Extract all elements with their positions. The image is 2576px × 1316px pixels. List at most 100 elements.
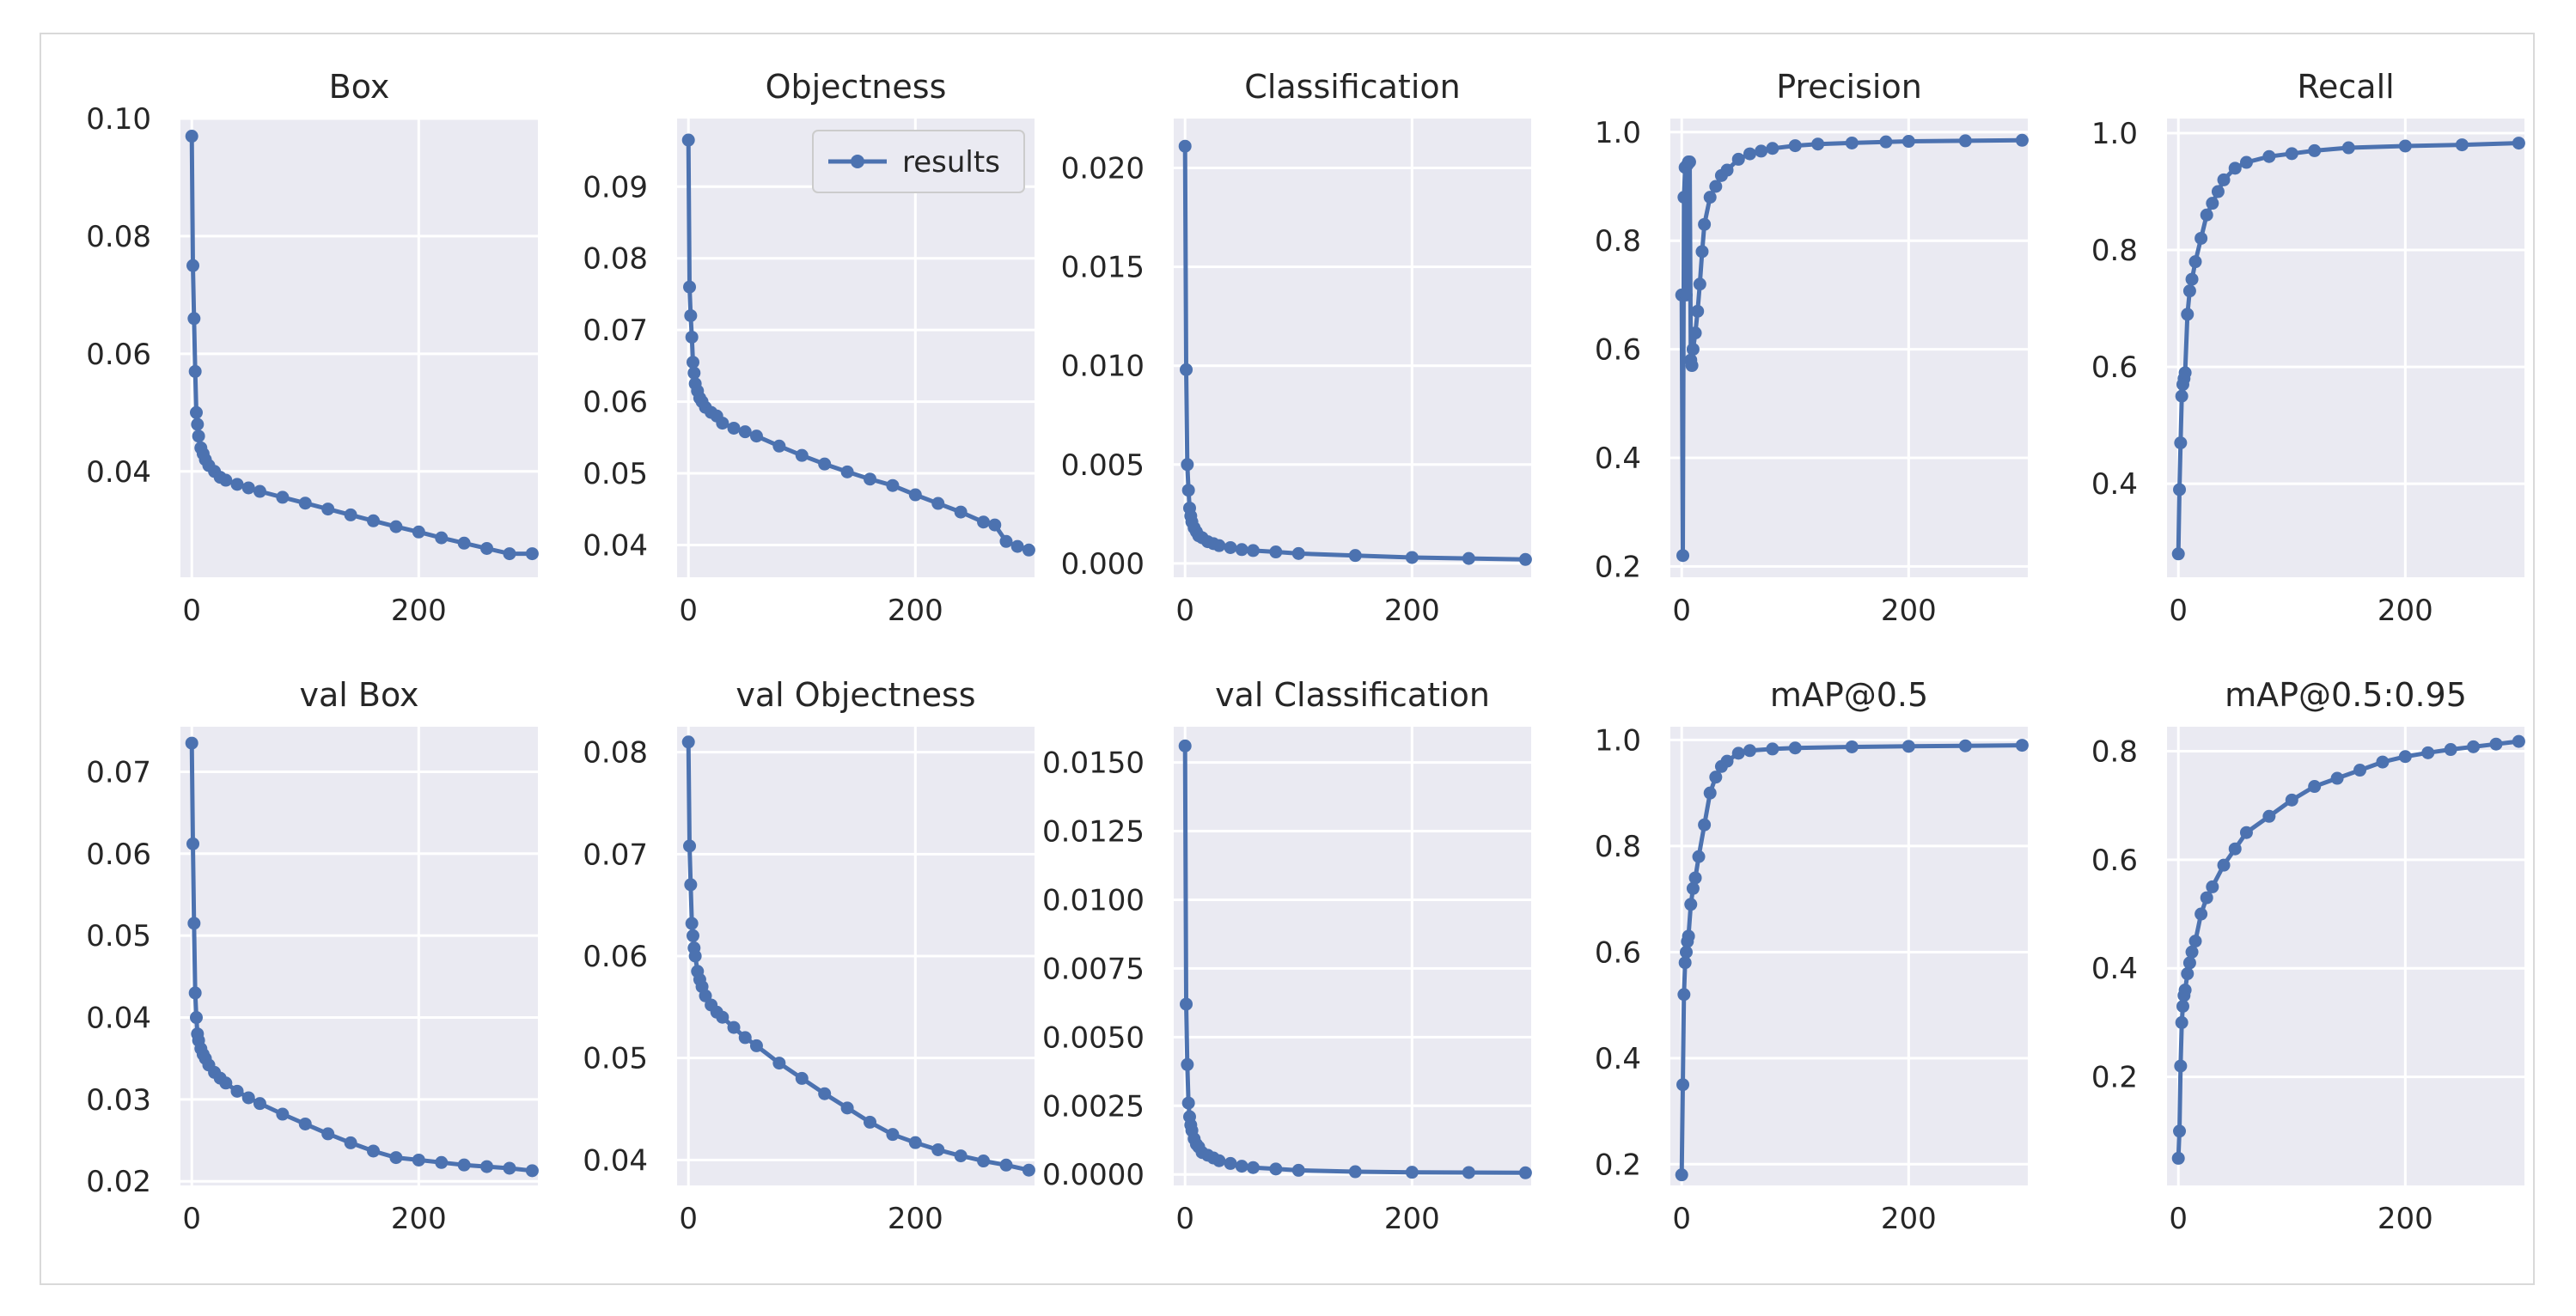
y-tick-label: 0.04 [86, 455, 151, 490]
data-point [977, 515, 991, 529]
chart-title: val Box [299, 676, 418, 714]
x-tick-label: 200 [1881, 594, 1937, 628]
y-tick-label: 0.09 [583, 170, 648, 204]
data-point [1348, 549, 1362, 563]
data-point [1845, 136, 1859, 149]
x-tick-label: 0 [1672, 1202, 1691, 1236]
data-point [298, 1117, 312, 1130]
y-tick-label: 0.6 [2091, 350, 2138, 385]
data-point [187, 917, 201, 930]
data-point [1688, 871, 1702, 885]
data-point [840, 1101, 854, 1115]
data-point [2262, 809, 2276, 823]
data-point [219, 473, 233, 487]
data-point [276, 490, 290, 504]
y-tick-label: 0.07 [583, 314, 648, 348]
data-point [1720, 163, 1734, 177]
data-point [686, 356, 699, 369]
data-point [525, 1164, 539, 1178]
plot-area [1670, 727, 2028, 1185]
data-point [1181, 484, 1195, 497]
data-point [749, 1039, 763, 1052]
x-tick-label: 200 [888, 594, 943, 628]
plot-area [180, 727, 538, 1185]
data-point [344, 508, 357, 521]
y-tick-label: 0.0025 [1042, 1089, 1145, 1124]
data-point [818, 457, 832, 471]
data-point [186, 259, 200, 272]
chart-title: Objectness [766, 68, 947, 106]
data-point [727, 1021, 741, 1034]
data-point [1181, 1057, 1194, 1071]
data-point [2228, 842, 2242, 856]
data-point [1181, 1096, 1195, 1110]
data-point [241, 481, 255, 495]
data-point [1686, 881, 1700, 895]
data-point [503, 547, 516, 561]
data-point [188, 364, 202, 378]
panel-val-box: 0 200 0.02 0.03 0.04 0.05 0.06 0.07 val Box [86, 676, 539, 1236]
data-point [1246, 1161, 1260, 1174]
data-point [412, 1153, 425, 1167]
data-point [738, 425, 752, 439]
data-point [187, 312, 201, 326]
data-point [2171, 547, 2185, 561]
data-point [276, 1107, 290, 1121]
data-point [189, 1011, 203, 1025]
data-point [185, 736, 198, 750]
data-point [1691, 304, 1705, 318]
data-point [749, 430, 763, 443]
data-point [772, 439, 786, 453]
data-point [321, 1127, 335, 1141]
data-point [389, 1151, 403, 1165]
data-point [683, 280, 697, 294]
y-tick-label: 0.06 [583, 940, 648, 974]
data-point [435, 531, 449, 545]
data-point [716, 417, 729, 430]
data-point [2185, 945, 2199, 959]
data-point [1958, 739, 1972, 752]
y-tick-label: 0.005 [1061, 448, 1145, 483]
data-point [1709, 771, 1723, 784]
y-tick-label: 0.08 [583, 242, 648, 277]
y-tick-label: 0.8 [2091, 734, 2138, 769]
panel-map-0-5-0-95: 0 200 0.2 0.4 0.6 0.8 mAP@0.5:0.95 [2091, 676, 2525, 1236]
data-point [2188, 935, 2202, 948]
data-point [1022, 543, 1035, 557]
y-tick-label: 0.4 [1595, 442, 1641, 476]
data-point [1291, 546, 1305, 560]
data-point [2176, 999, 2189, 1013]
data-point [1901, 740, 1915, 753]
data-point [1181, 458, 1194, 472]
data-point [230, 478, 244, 491]
data-point [1246, 544, 1260, 557]
data-point [1845, 740, 1859, 753]
data-point [1224, 1156, 1237, 1170]
data-point [189, 405, 203, 419]
data-point [818, 1087, 832, 1100]
data-point [2206, 197, 2219, 210]
data-point [2178, 366, 2192, 380]
data-point [1766, 142, 1779, 155]
data-point [1720, 754, 1734, 768]
plot-area [1174, 119, 1531, 577]
panel-val-classification: 0 200 0.0000 0.0025 0.0050 0.0075 0.0100 0.0125… [1042, 676, 1532, 1236]
plot-area [2167, 119, 2524, 577]
data-point [2181, 308, 2194, 321]
x-tick-label: 200 [1384, 1202, 1440, 1236]
x-tick-label: 0 [2169, 594, 2188, 628]
data-point [931, 497, 945, 510]
data-point [1178, 739, 1192, 752]
x-tick-label: 200 [1384, 594, 1440, 628]
data-point [1901, 135, 1915, 149]
data-point [1178, 139, 1192, 153]
data-point [2182, 284, 2196, 298]
data-point [1788, 139, 1802, 153]
data-point [716, 1010, 729, 1024]
data-point [2239, 826, 2253, 839]
y-tick-label: 0.2 [2091, 1061, 2138, 1095]
data-point [1676, 1078, 1690, 1092]
y-tick-label: 0.0100 [1042, 883, 1145, 917]
data-point [988, 518, 1002, 532]
